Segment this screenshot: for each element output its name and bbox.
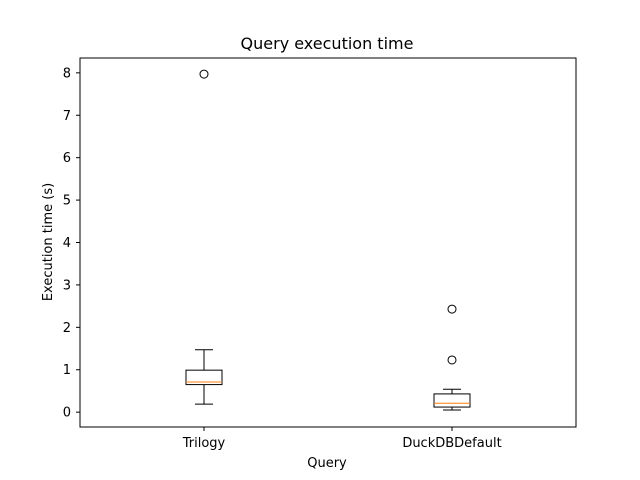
y-tick-label-8: 8 [63, 66, 71, 81]
outlier-trilogy-0 [199, 69, 209, 79]
box-trilogy [185, 369, 223, 386]
y-tick-label-1: 1 [63, 363, 71, 378]
x-tick-label-duckdbdefault: DuckDBDefault [402, 436, 501, 451]
outlier-duckdbdefault-1 [447, 304, 457, 314]
x-axis-label: Query [307, 456, 347, 471]
y-tick-label-6: 6 [63, 151, 71, 166]
y-tick-label-7: 7 [63, 109, 71, 124]
plot-frame [79, 57, 577, 428]
outlier-duckdbdefault-0 [447, 355, 457, 365]
plot-area: 0 1 2 3 4 5 6 7 8 Trilogy DuckDBDefault [63, 57, 577, 451]
y-tick-label-2: 2 [63, 321, 71, 336]
y-tick-label-4: 4 [63, 236, 71, 251]
y-tick-label-3: 3 [63, 278, 71, 293]
x-tick-label-trilogy: Trilogy [182, 436, 226, 451]
chart-title: Query execution time [241, 34, 414, 53]
y-tick-label-0: 0 [63, 406, 71, 421]
box-duckdbdefault [433, 393, 471, 408]
y-tick-label-5: 5 [63, 194, 71, 209]
y-axis-label: Execution time (s) [41, 183, 56, 301]
